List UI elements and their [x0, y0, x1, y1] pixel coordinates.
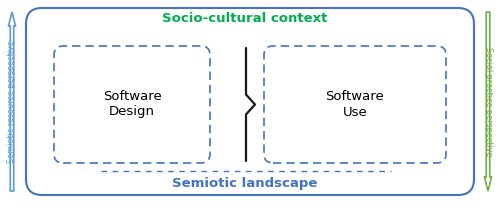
- Polygon shape: [484, 12, 492, 191]
- Text: Semiotic landscape: Semiotic landscape: [172, 176, 318, 190]
- Text: Semiotic resource perspective: Semiotic resource perspective: [7, 40, 16, 163]
- Text: Socio-cultural context: Socio-cultural context: [162, 11, 328, 24]
- Text: Social practice perspective: Social practice perspective: [484, 47, 493, 156]
- FancyBboxPatch shape: [264, 46, 446, 163]
- Text: Software
Design: Software Design: [102, 90, 162, 119]
- Text: Software
Use: Software Use: [326, 90, 384, 119]
- FancyBboxPatch shape: [54, 46, 210, 163]
- Polygon shape: [8, 12, 16, 191]
- FancyBboxPatch shape: [26, 8, 474, 195]
